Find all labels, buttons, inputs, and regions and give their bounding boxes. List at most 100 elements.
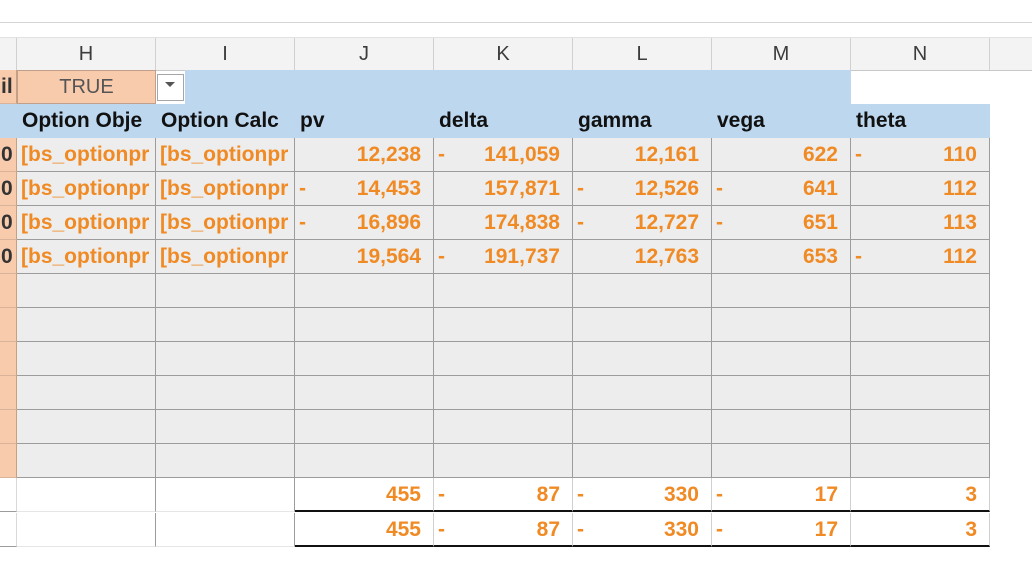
empty-cell[interactable] xyxy=(156,376,295,410)
row-stub[interactable]: 0 xyxy=(0,138,17,172)
delta-cell[interactable]: 157,871 xyxy=(434,172,573,206)
total-delta-cell[interactable]: - 87 xyxy=(434,478,573,512)
header-gamma[interactable]: gamma xyxy=(573,104,712,138)
empty-cell[interactable] xyxy=(17,376,156,410)
column-header-i[interactable]: I xyxy=(156,38,295,70)
option-calc-cell[interactable]: [bs_optionpr xyxy=(156,206,295,240)
header-theta[interactable]: theta xyxy=(851,104,990,138)
total-theta-cell[interactable]: 3 xyxy=(851,478,990,512)
pv-cell[interactable]: - 16,896 xyxy=(295,206,434,240)
empty-cell[interactable] xyxy=(434,410,573,444)
empty-cell[interactable] xyxy=(573,376,712,410)
pv-cell[interactable]: - 14,453 xyxy=(295,172,434,206)
empty-cell[interactable] xyxy=(712,410,851,444)
empty-cell[interactable] xyxy=(851,376,990,410)
pv-cell[interactable]: 12,238 xyxy=(295,138,434,172)
row-stub[interactable] xyxy=(0,376,17,410)
vega-cell[interactable]: - 651 xyxy=(712,206,851,240)
option-calc-cell[interactable]: [bs_optionpr xyxy=(156,240,295,274)
empty-cell[interactable] xyxy=(851,274,990,308)
blank-cell[interactable] xyxy=(156,478,295,512)
blank-cell[interactable] xyxy=(0,513,17,547)
option-calc-cell[interactable]: [bs_optionpr xyxy=(156,138,295,172)
vega-cell[interactable]: 622 xyxy=(712,138,851,172)
empty-cell[interactable] xyxy=(156,444,295,478)
row-stub[interactable] xyxy=(0,444,17,478)
total-pv-cell[interactable]: 455 xyxy=(295,478,434,512)
total-theta-cell[interactable]: 3 xyxy=(851,513,990,547)
empty-cell[interactable] xyxy=(295,308,434,342)
blank-cell[interactable] xyxy=(156,513,295,547)
empty-cell[interactable] xyxy=(295,342,434,376)
empty-cell[interactable] xyxy=(712,274,851,308)
empty-cell[interactable] xyxy=(573,274,712,308)
pv-cell[interactable]: 19,564 xyxy=(295,240,434,274)
empty-cell[interactable] xyxy=(573,342,712,376)
empty-cell[interactable] xyxy=(712,376,851,410)
theta-cell[interactable]: 112 xyxy=(851,172,990,206)
empty-cell[interactable] xyxy=(17,444,156,478)
row-stub[interactable]: 0 xyxy=(0,172,17,206)
column-header-n[interactable]: N xyxy=(851,38,990,70)
row-stub[interactable] xyxy=(0,410,17,444)
theta-cell[interactable]: - 112 xyxy=(851,240,990,274)
row-stub[interactable] xyxy=(0,342,17,376)
option-object-cell[interactable]: [bs_optionpr xyxy=(17,206,156,240)
empty-cell[interactable] xyxy=(573,410,712,444)
empty-cell[interactable] xyxy=(712,308,851,342)
header-pv[interactable]: pv xyxy=(295,104,434,138)
filter-dropdown-button[interactable] xyxy=(157,74,184,101)
empty-cell[interactable] xyxy=(573,308,712,342)
filter-label-cell[interactable]: il xyxy=(0,70,17,104)
header-option-object[interactable]: Option Obje xyxy=(17,104,156,138)
empty-cell[interactable] xyxy=(434,376,573,410)
total-delta-cell[interactable]: - 87 xyxy=(434,513,573,547)
row-stub[interactable] xyxy=(0,308,17,342)
empty-cell[interactable] xyxy=(712,342,851,376)
option-object-cell[interactable]: [bs_optionpr xyxy=(17,172,156,206)
header-delta[interactable]: delta xyxy=(434,104,573,138)
row-stub[interactable]: 0 xyxy=(0,240,17,274)
empty-cell[interactable] xyxy=(434,342,573,376)
empty-cell[interactable] xyxy=(156,410,295,444)
gamma-cell[interactable]: - 12,526 xyxy=(573,172,712,206)
blank-cell[interactable] xyxy=(17,478,156,512)
empty-cell[interactable] xyxy=(851,342,990,376)
total-pv-cell[interactable]: 455 xyxy=(295,513,434,547)
column-header-h[interactable]: H xyxy=(17,38,156,70)
column-header-k[interactable]: K xyxy=(434,38,573,70)
empty-cell[interactable] xyxy=(17,308,156,342)
empty-cell[interactable] xyxy=(434,308,573,342)
column-header-partial[interactable] xyxy=(0,38,17,70)
empty-cell[interactable] xyxy=(156,308,295,342)
empty-cell[interactable] xyxy=(434,274,573,308)
total-vega-cell[interactable]: - 17 xyxy=(712,478,851,512)
empty-cell[interactable] xyxy=(17,342,156,376)
total-gamma-cell[interactable]: - 330 xyxy=(573,478,712,512)
gamma-cell[interactable]: - 12,727 xyxy=(573,206,712,240)
delta-cell[interactable]: 174,838 xyxy=(434,206,573,240)
empty-cell[interactable] xyxy=(295,376,434,410)
gamma-cell[interactable]: 12,161 xyxy=(573,138,712,172)
empty-cell[interactable] xyxy=(295,274,434,308)
empty-cell[interactable] xyxy=(851,444,990,478)
option-object-cell[interactable]: [bs_optionpr xyxy=(17,138,156,172)
delta-cell[interactable]: - 191,737 xyxy=(434,240,573,274)
theta-cell[interactable]: 113 xyxy=(851,206,990,240)
empty-cell[interactable] xyxy=(851,308,990,342)
column-header-l[interactable]: L xyxy=(573,38,712,70)
vega-cell[interactable]: 653 xyxy=(712,240,851,274)
total-gamma-cell[interactable]: - 330 xyxy=(573,513,712,547)
empty-cell[interactable] xyxy=(434,444,573,478)
header-vega[interactable]: vega xyxy=(712,104,851,138)
filter-value-cell[interactable]: TRUE xyxy=(17,70,156,104)
blank-cell[interactable] xyxy=(17,513,156,547)
empty-cell[interactable] xyxy=(295,410,434,444)
vega-cell[interactable]: - 641 xyxy=(712,172,851,206)
empty-cell[interactable] xyxy=(851,410,990,444)
row-stub[interactable] xyxy=(0,274,17,308)
option-calc-cell[interactable]: [bs_optionpr xyxy=(156,172,295,206)
column-header-j[interactable]: J xyxy=(295,38,434,70)
column-header-m[interactable]: M xyxy=(712,38,851,70)
column-header-partial-right[interactable] xyxy=(990,38,1032,70)
